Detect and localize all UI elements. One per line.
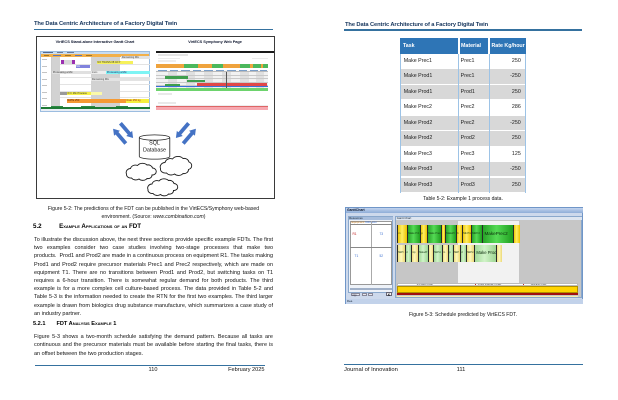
svg-text:SQL: SQL [149,141,160,147]
svg-text:Database: Database [143,148,166,154]
